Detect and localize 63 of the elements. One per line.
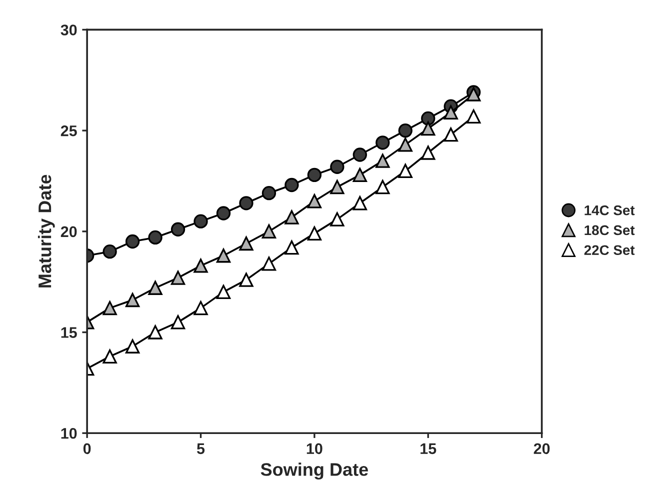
point [421, 146, 436, 160]
x-axis-title: Sowing Date [260, 462, 368, 480]
point [352, 168, 367, 182]
point [170, 315, 186, 330]
x-tick-label: 20 [534, 443, 550, 454]
y-tick-label: 15 [61, 327, 77, 338]
point [216, 248, 231, 263]
point [398, 164, 412, 178]
x-tick-label: 10 [306, 443, 322, 454]
point [466, 109, 481, 124]
x-tick-label: 5 [196, 443, 205, 454]
point [398, 123, 412, 138]
point [444, 105, 458, 120]
point [194, 214, 208, 228]
point [421, 121, 436, 136]
point [376, 136, 390, 150]
point [239, 236, 254, 251]
point [102, 349, 117, 364]
point [216, 206, 231, 220]
point [102, 300, 117, 316]
point [284, 240, 299, 255]
y-tick-label: 30 [60, 24, 77, 36]
point [194, 258, 208, 273]
point [102, 244, 117, 259]
point [125, 292, 140, 308]
point [352, 148, 367, 162]
point [239, 196, 254, 210]
point [376, 154, 390, 168]
point [170, 222, 186, 236]
point [307, 194, 322, 208]
legend-label: 14C Set [584, 205, 635, 216]
point [239, 272, 254, 287]
point [307, 226, 322, 241]
point [352, 196, 367, 210]
x-tick-label: 0 [83, 443, 91, 454]
point [376, 180, 390, 194]
y-tick-label: 10 [61, 428, 77, 439]
point [330, 212, 344, 226]
y-tick-label: 25 [60, 125, 77, 136]
point [262, 186, 276, 200]
y-tick-label: 20 [60, 226, 77, 238]
point [148, 280, 162, 295]
point [216, 284, 231, 300]
point [125, 339, 140, 354]
point [262, 256, 276, 271]
point [125, 234, 140, 249]
point [398, 138, 412, 152]
x-tick-label: 15 [420, 443, 436, 454]
point [148, 325, 162, 340]
point [307, 168, 322, 182]
point [284, 210, 299, 224]
legend-label: 18C Set [584, 225, 635, 236]
point [194, 300, 208, 316]
legend-label: 22C Set [584, 245, 635, 256]
point [330, 160, 344, 174]
point [170, 270, 186, 285]
point [444, 128, 458, 142]
point [284, 178, 299, 192]
point [262, 224, 276, 238]
point [421, 111, 436, 126]
point [148, 230, 162, 245]
point [330, 180, 344, 194]
y-axis-title: Maturity Date [38, 174, 55, 288]
